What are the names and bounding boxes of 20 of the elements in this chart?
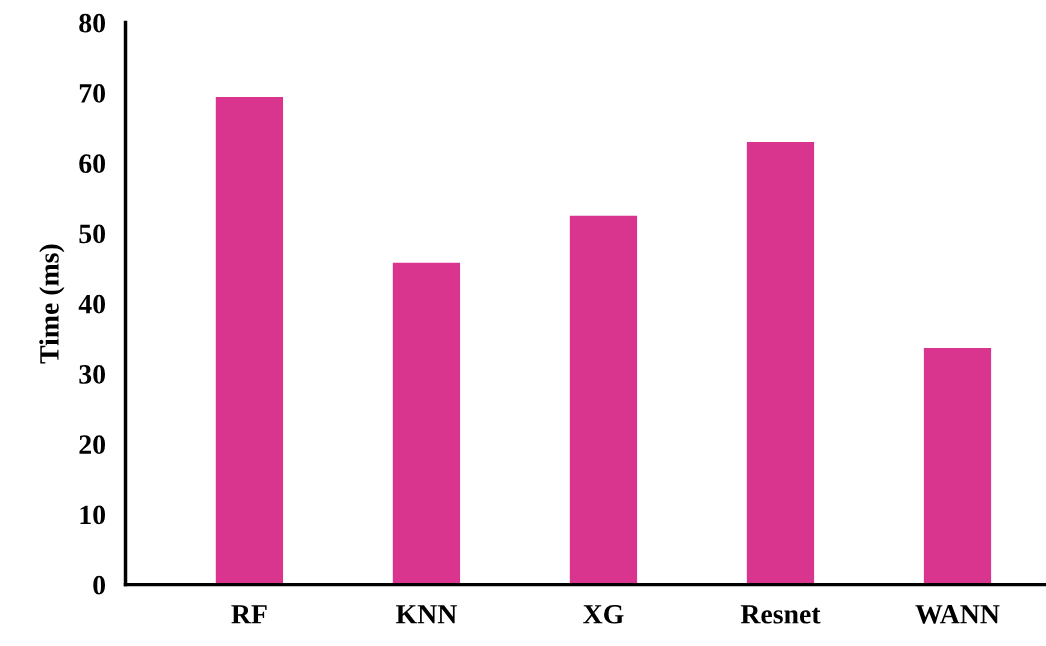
x-tick-label: RF — [231, 605, 267, 624]
y-tick-label: 20 — [79, 435, 106, 455]
y-tick-label: 60 — [79, 154, 106, 174]
bar — [392, 262, 461, 585]
y-tick-label: 30 — [79, 365, 106, 384]
bar — [569, 215, 638, 585]
x-tick-label: Resnet — [740, 605, 821, 624]
y-tick-label: 10 — [80, 505, 106, 525]
bar — [215, 97, 284, 585]
x-tick-label: KNN — [396, 605, 457, 624]
bar — [923, 347, 992, 585]
y-tick-label: 70 — [79, 84, 106, 103]
x-tick-label: WANN — [915, 605, 1000, 624]
x-tick-label: XG — [583, 604, 624, 624]
y-tick-label: 0 — [93, 575, 106, 595]
y-tick-label: 40 — [78, 294, 106, 314]
bar — [746, 142, 815, 585]
y-axis-title: Time (ms) — [39, 244, 65, 364]
y-tick-label: 80 — [79, 13, 106, 33]
y-tick-label: 50 — [79, 224, 106, 244]
